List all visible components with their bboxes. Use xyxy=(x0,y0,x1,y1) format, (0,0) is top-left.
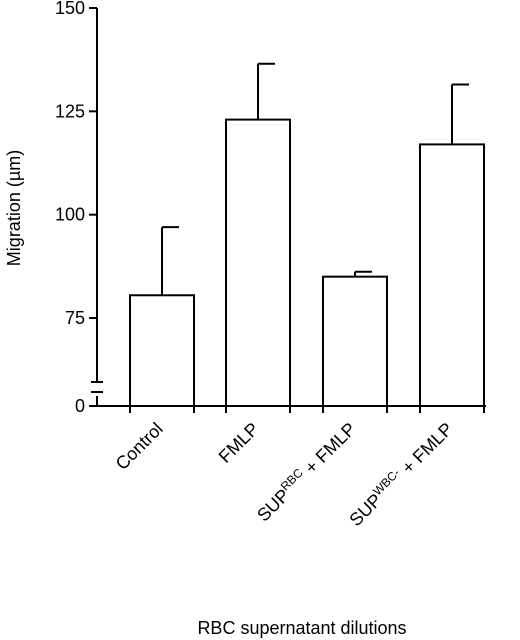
x-category-label: SUPWBC- + FMLP xyxy=(344,417,457,530)
error-bars xyxy=(161,62,469,296)
y-ticks: 0 75 100 125 150 xyxy=(55,0,97,416)
bar xyxy=(322,275,388,407)
bar xyxy=(419,143,485,407)
x-category-label: SUPRBC + FMLP xyxy=(252,417,360,525)
y-tick-label: 150 xyxy=(55,0,85,18)
x-axis-title: RBC supernatant dilutions xyxy=(197,618,406,638)
y-axis-title: Migration (µm) xyxy=(4,150,24,266)
x-category-label: Control xyxy=(112,419,167,474)
bar xyxy=(129,294,195,407)
x-category-label: FMLP xyxy=(215,419,263,467)
y-tick-label: 100 xyxy=(55,205,85,225)
y-tick-label: 75 xyxy=(65,308,85,328)
y-tick-label: 0 xyxy=(75,396,85,416)
bars xyxy=(129,118,485,407)
bar xyxy=(225,118,291,407)
y-tick-label: 125 xyxy=(55,101,85,121)
